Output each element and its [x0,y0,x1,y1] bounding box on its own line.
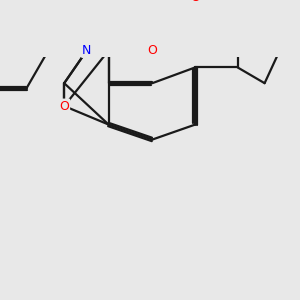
Text: O: O [147,44,157,57]
Text: O: O [190,0,200,4]
Text: N: N [82,44,92,57]
Text: O: O [59,100,69,112]
